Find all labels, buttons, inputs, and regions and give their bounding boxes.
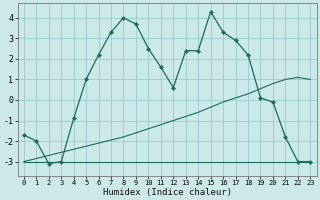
X-axis label: Humidex (Indice chaleur): Humidex (Indice chaleur): [103, 188, 232, 197]
